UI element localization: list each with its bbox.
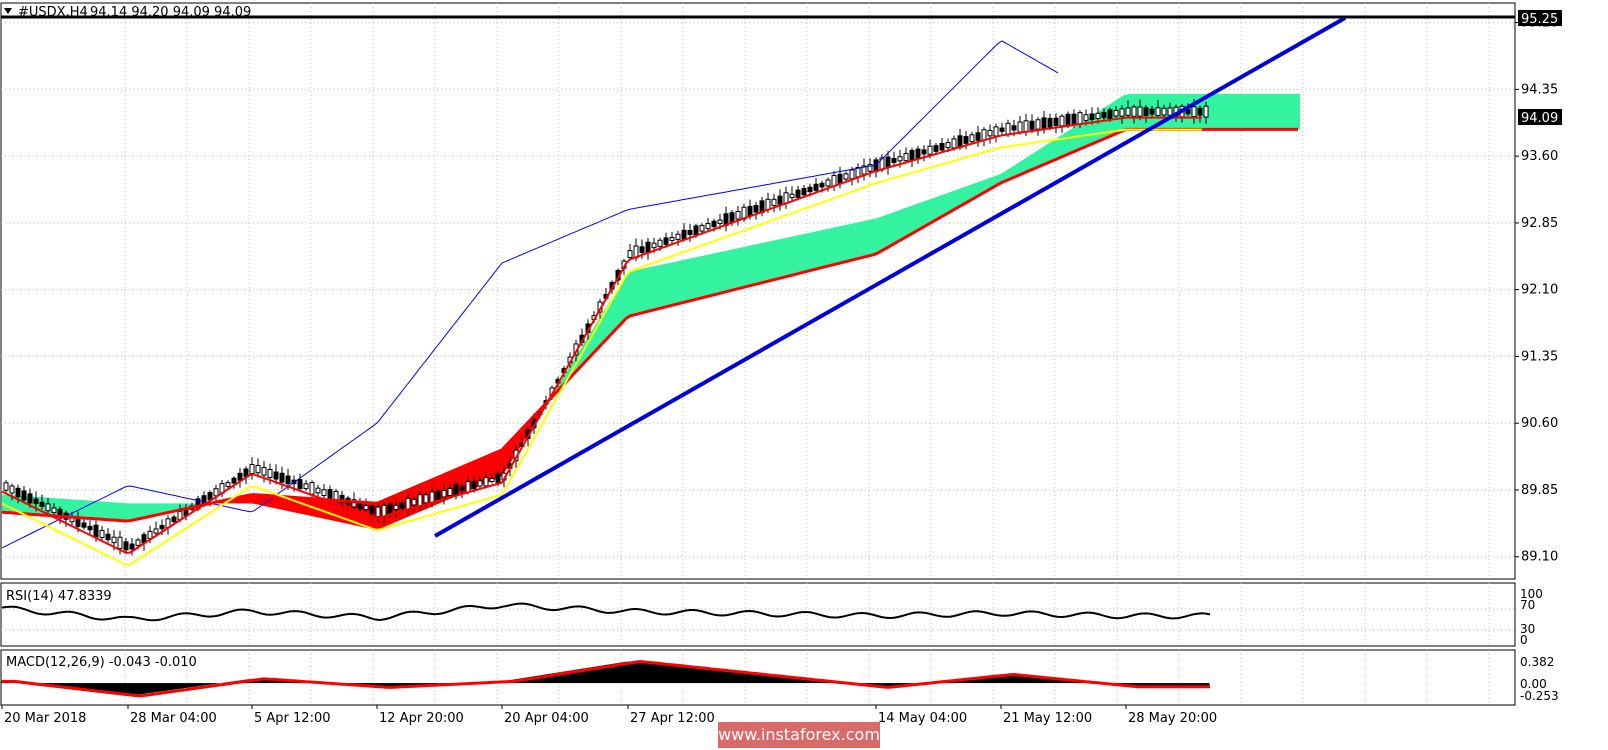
price-tick-label: 89.10 [1521,550,1558,565]
rsi-line [1,602,1211,622]
chart-quote: 94.14 94.20 94.09 94.09 [90,5,251,20]
macd-level-low: -0.253 [1520,689,1559,703]
watermark: www.instaforex.com [718,722,880,748]
rsi-level-70: 70 [1520,598,1535,612]
time-tick-label: 28 May 20:00 [1128,711,1217,726]
time-axis: 20 Mar 2018 28 Mar 04:00 5 Apr 12:00 12 Apr… [1,705,1217,726]
price-tick-label: 93.60 [1521,149,1558,164]
time-tick-label: 27 Apr 12:00 [630,711,715,726]
macd-level-zero: 0.00 [1520,677,1547,691]
rsi-panel [0,582,1516,647]
time-tick-label: 12 Apr 20:00 [379,711,464,726]
time-tick-label: 14 May 04:00 [878,711,967,726]
macd-label: MACD(12,26,9) -0.043 -0.010 [6,655,197,670]
candles [3,99,1209,556]
price-axis: 95.1094.3593.6092.8592.1091.3590.6089.85… [1515,16,1558,565]
price-tick-label: 92.85 [1521,216,1558,231]
price-tick-label: 92.10 [1521,283,1558,298]
price-tick-label: 89.85 [1521,483,1558,498]
time-tick-label: 28 Mar 04:00 [130,711,217,726]
price-marker-current-label: 94.09 [1521,111,1558,126]
rsi-level-100: 100 [1520,587,1543,601]
rsi-label: RSI(14) 47.8339 [6,589,112,604]
time-tick-label: 21 May 12:00 [1003,711,1092,726]
dropdown-triangle-icon[interactable] [4,8,12,14]
time-tick-label: 5 Apr 12:00 [254,711,331,726]
price-tick-label: 90.60 [1521,416,1558,431]
price-marker-top [1518,10,1562,26]
time-tick-label: 20 Mar 2018 [4,711,86,726]
price-marker-top-label: 95.25 [1521,12,1558,27]
indicator-lines [1,40,1298,566]
price-tick-label: 94.35 [1521,82,1558,97]
price-marker-current [1518,109,1562,125]
price-tick-label: 91.35 [1521,349,1558,364]
rsi-level-30: 30 [1520,622,1535,636]
blue-trendline [434,16,1346,538]
chart-symbol: #USDX,H4 [18,5,88,20]
macd-plot [0,660,1210,698]
trendline [434,16,1346,538]
time-tick-label: 20 Apr 04:00 [504,711,589,726]
rsi-level-0: 0 [1520,633,1528,647]
macd-level-high: 0.382 [1520,655,1554,669]
